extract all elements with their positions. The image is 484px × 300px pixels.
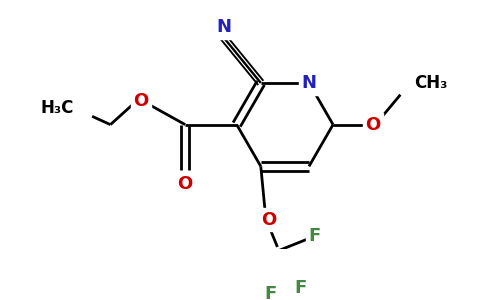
Text: O: O [365,116,380,134]
Text: F: F [295,280,307,298]
Text: O: O [178,175,193,193]
Text: H₃C: H₃C [41,99,74,117]
Text: N: N [216,18,231,36]
Text: O: O [134,92,149,110]
Text: F: F [265,285,277,300]
Text: O: O [261,211,276,229]
Text: CH₃: CH₃ [414,74,448,92]
Text: F: F [309,227,321,245]
Text: N: N [302,74,317,92]
